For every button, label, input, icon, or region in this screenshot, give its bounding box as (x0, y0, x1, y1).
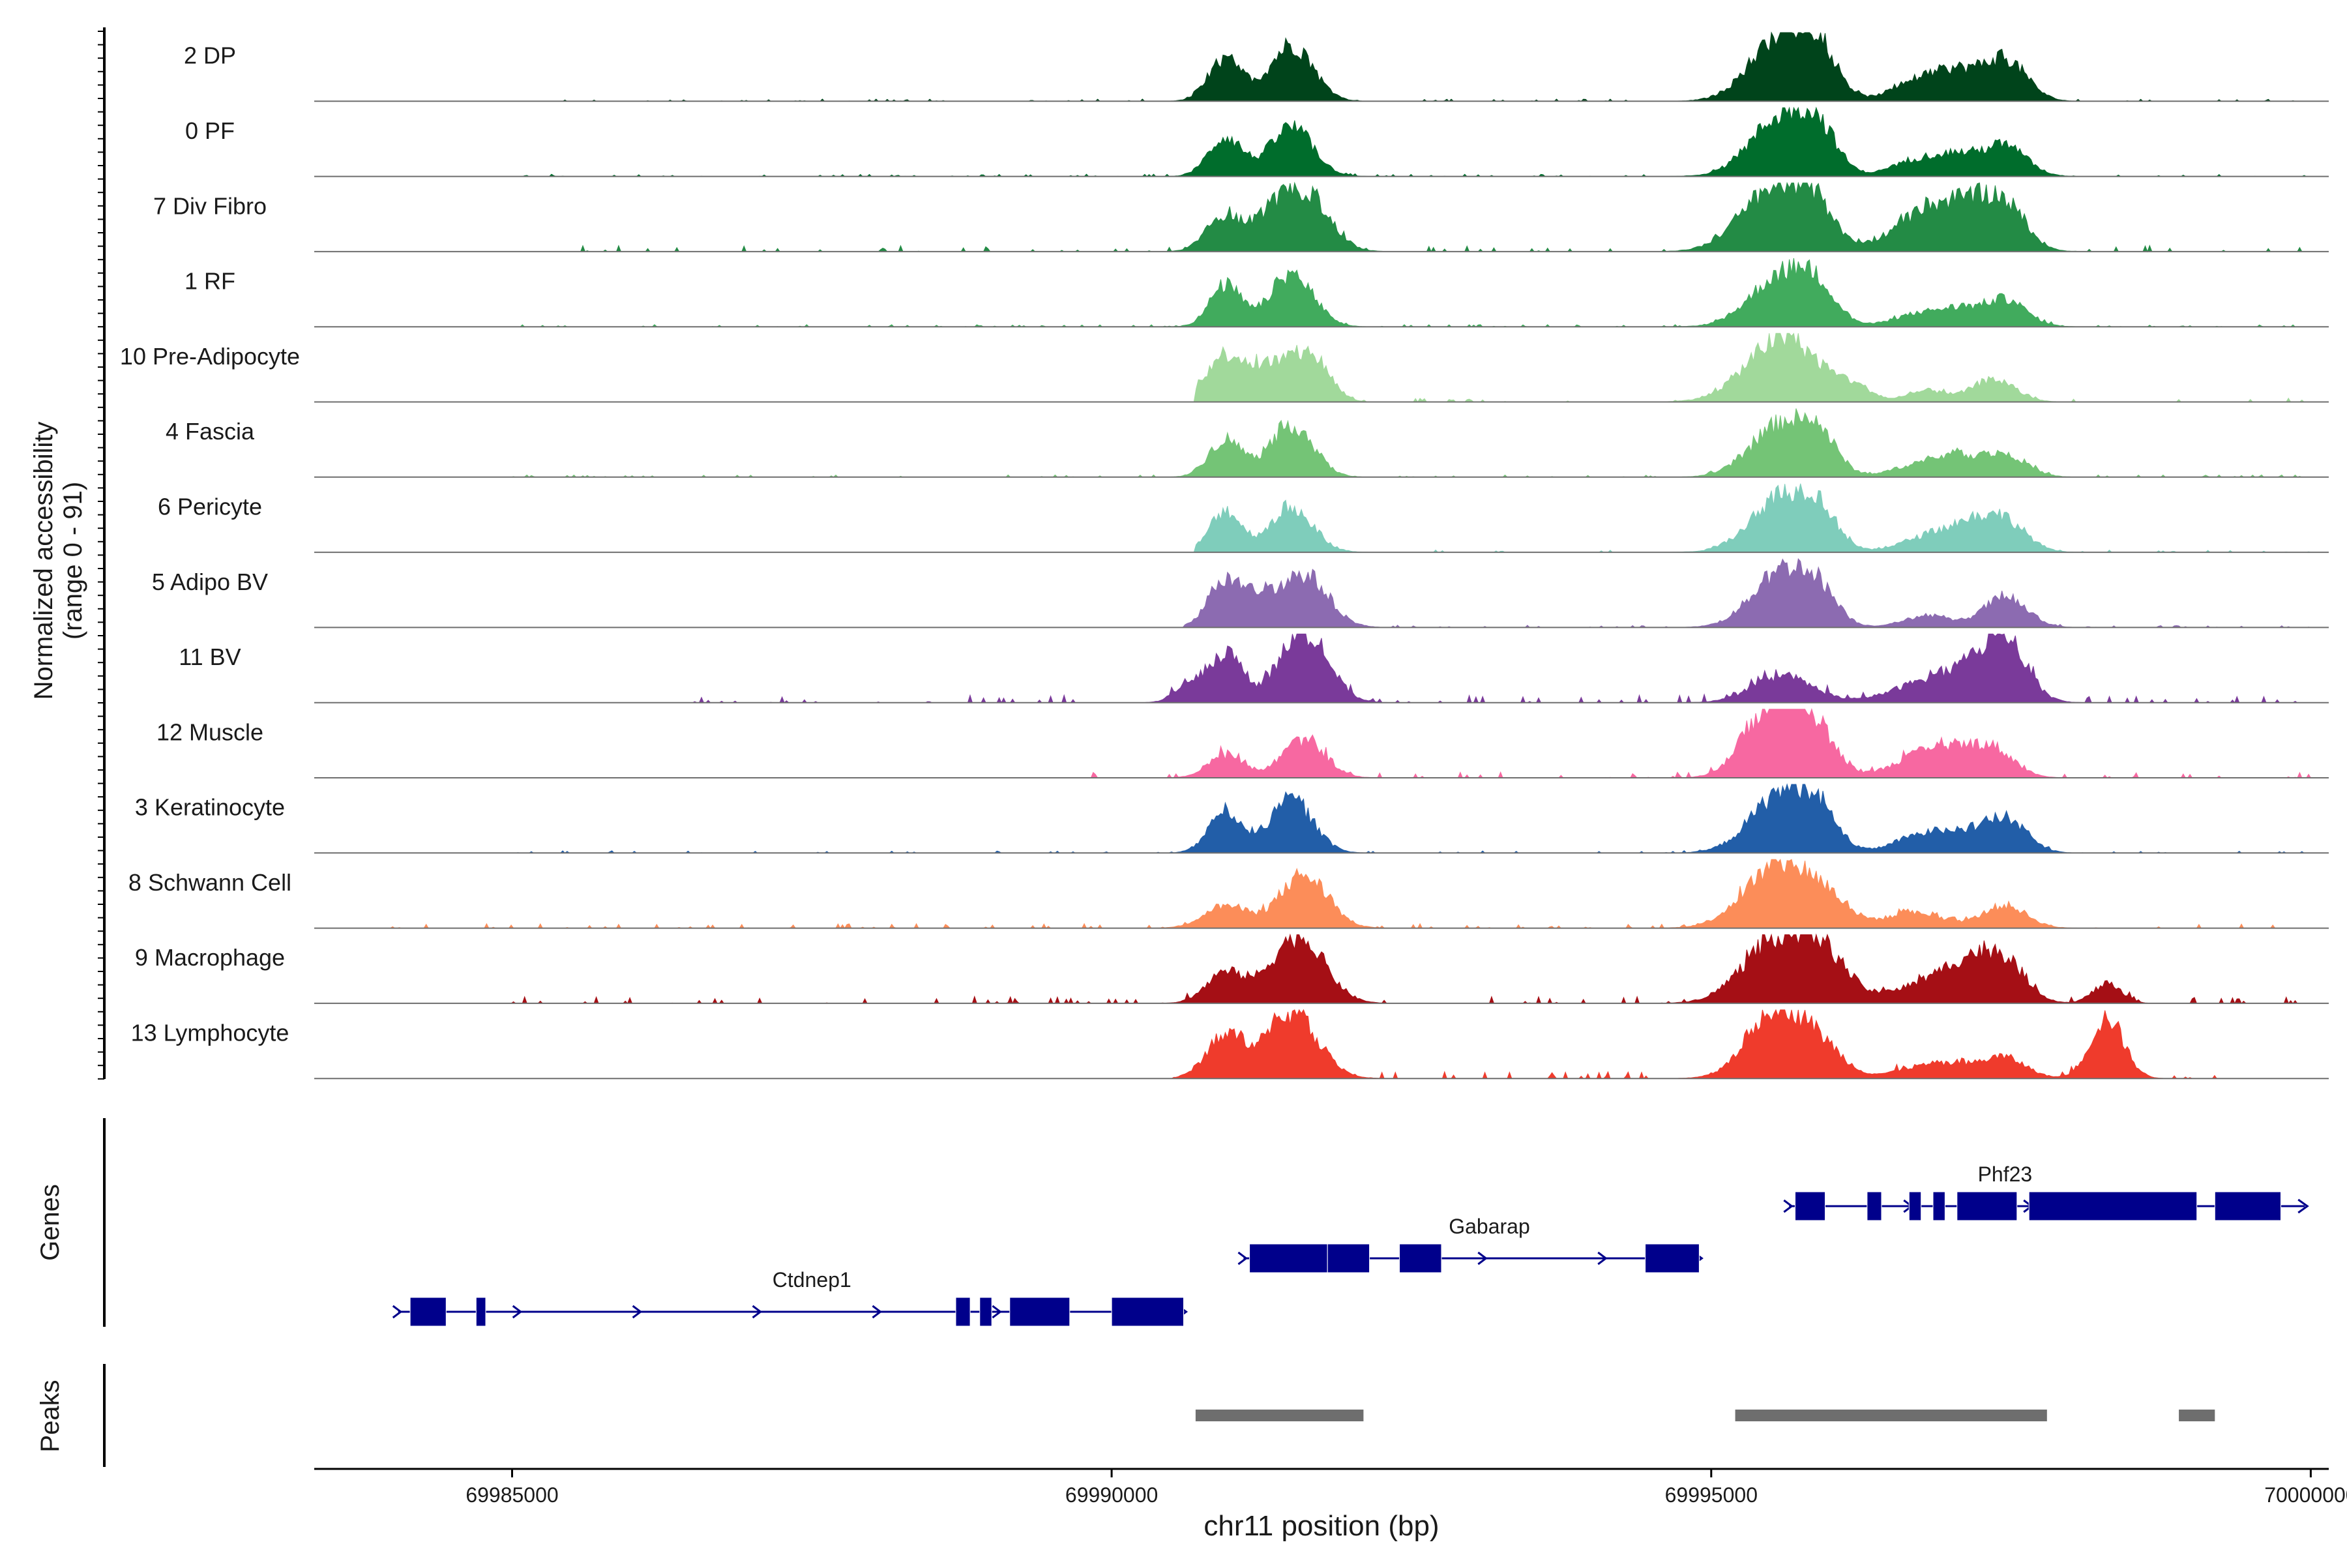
accessibility-area (314, 483, 2329, 553)
accessibility-area (314, 31, 2329, 102)
track-label: 4 Fascia (166, 418, 255, 445)
track-8-schwann-cell: 8 Schwann Cell (128, 859, 2329, 929)
track-1-rf: 1 RF (185, 258, 2329, 328)
accessibility-area (314, 106, 2329, 177)
y-axis-label-range: (range 0 - 91) (59, 482, 87, 640)
strand-arrow (1477, 1251, 1488, 1265)
gene-label: Gabarap (1449, 1215, 1530, 1238)
strand-arrow (1783, 1199, 1793, 1213)
accessibility-area (314, 633, 2329, 703)
x-tick-label: 69985000 (465, 1483, 558, 1507)
accessibility-area (314, 859, 2329, 929)
gene-exon (955, 1297, 971, 1327)
peaks-panel (103, 1364, 2215, 1467)
track-4-fascia: 4 Fascia (166, 408, 2329, 478)
gene-exon (1908, 1191, 1922, 1221)
x-tick-label: 70000000 (2264, 1483, 2347, 1507)
accessibility-area (314, 258, 2329, 327)
track-9-macrophage: 9 Macrophage (135, 933, 2329, 1005)
gene-exon (979, 1297, 992, 1327)
gene-phf23: Phf23 (1783, 1162, 2309, 1221)
track-11-bv: 11 BV (179, 633, 2329, 703)
genes-track-label: Genes (36, 1184, 65, 1261)
strand-arrow (392, 1305, 403, 1319)
track-label: 9 Macrophage (135, 944, 285, 971)
accessibility-area (314, 708, 2329, 778)
gene-exon (1956, 1191, 2018, 1221)
y-axis (98, 27, 106, 1080)
track-13-lymphocyte: 13 Lymphocyte (131, 1009, 2329, 1080)
gene-ctdnep1: Ctdnep1 (392, 1268, 1188, 1327)
strand-arrow (1237, 1251, 1248, 1265)
accessibility-area (314, 333, 2329, 403)
strand-arrow (752, 1305, 763, 1319)
x-axis-label: chr11 position (bp) (1203, 1510, 1439, 1542)
track-label: 12 Muscle (156, 718, 263, 745)
x-tick-label: 69995000 (1665, 1483, 1758, 1507)
gene-gabarap: Gabarap (1237, 1215, 1704, 1273)
track-label: 13 Lymphocyte (131, 1020, 289, 1046)
track-label: 2 DP (184, 42, 236, 69)
y-axis-label: Normalized accessibility (29, 422, 58, 700)
peak-region (2179, 1410, 2215, 1421)
accessibility-area (314, 408, 2329, 478)
track-0-pf: 0 PF (185, 106, 2329, 177)
track-label: 10 Pre-Adipocyte (120, 343, 300, 370)
accessibility-area (314, 181, 2329, 253)
gene-exon (409, 1297, 447, 1327)
track-label: 11 BV (179, 643, 241, 670)
genes-panel: Ctdnep1 Gabarap Phf23 (103, 1118, 2309, 1327)
peak-region (1195, 1410, 1364, 1421)
track-5-adipo-bv: 5 Adipo BV (152, 557, 2329, 629)
strand-arrow (1597, 1251, 1608, 1265)
strand-arrow (632, 1305, 643, 1319)
gene-exon (1399, 1243, 1442, 1273)
strand-arrow (992, 1305, 1002, 1319)
peak-region (1735, 1410, 2047, 1421)
track-6-pericyte: 6 Pericyte (158, 483, 2329, 554)
gene-label: Phf23 (1978, 1162, 2033, 1186)
gene-exon (1867, 1191, 1882, 1221)
track-2-dp: 2 DP (184, 31, 2329, 102)
gene-exon (2214, 1191, 2282, 1221)
track-label: 0 PF (185, 117, 235, 144)
gene-exon (1111, 1297, 1184, 1327)
gene-exon (2028, 1191, 2198, 1221)
accessibility-area (314, 557, 2329, 628)
track-label: 7 Div Fibro (153, 192, 267, 219)
track-12-muscle: 12 Muscle (156, 708, 2329, 778)
track-3-keratinocyte: 3 Keratinocyte (135, 783, 2329, 854)
strand-arrow (872, 1305, 882, 1319)
accessibility-area (314, 1009, 2329, 1080)
track-label: 1 RF (185, 268, 235, 295)
peaks-track-label: Peaks (36, 1380, 65, 1452)
track-label: 6 Pericyte (158, 494, 262, 520)
track-label: 5 Adipo BV (152, 569, 268, 595)
gene-exon (1009, 1297, 1070, 1327)
track-label: 8 Schwann Cell (128, 869, 291, 896)
gene-exon (1795, 1191, 1825, 1221)
accessibility-area (314, 933, 2329, 1005)
gene-exon (1327, 1243, 1370, 1273)
accessibility-tracks: 2 DP 0 PF 7 Div Fibro 1 RF 10 Pre-Adipocyte 4… (120, 31, 2329, 1080)
gene-exon (1249, 1243, 1328, 1273)
accessibility-area (314, 783, 2329, 853)
x-axis: 69985000 69990000 69995000 70000000 (314, 1468, 2347, 1507)
strand-arrow (2297, 1198, 2309, 1214)
strand-arrow (512, 1305, 523, 1319)
gene-exon (1932, 1191, 1945, 1221)
gene-label: Ctdnep1 (773, 1268, 851, 1292)
x-tick-label: 69990000 (1065, 1483, 1158, 1507)
track-label: 3 Keratinocyte (135, 794, 285, 821)
gene-exon (475, 1297, 486, 1327)
track-7-div-fibro: 7 Div Fibro (153, 181, 2329, 253)
gene-exon (1645, 1243, 1700, 1273)
track-10-pre-adipocyte: 10 Pre-Adipocyte (120, 333, 2329, 403)
